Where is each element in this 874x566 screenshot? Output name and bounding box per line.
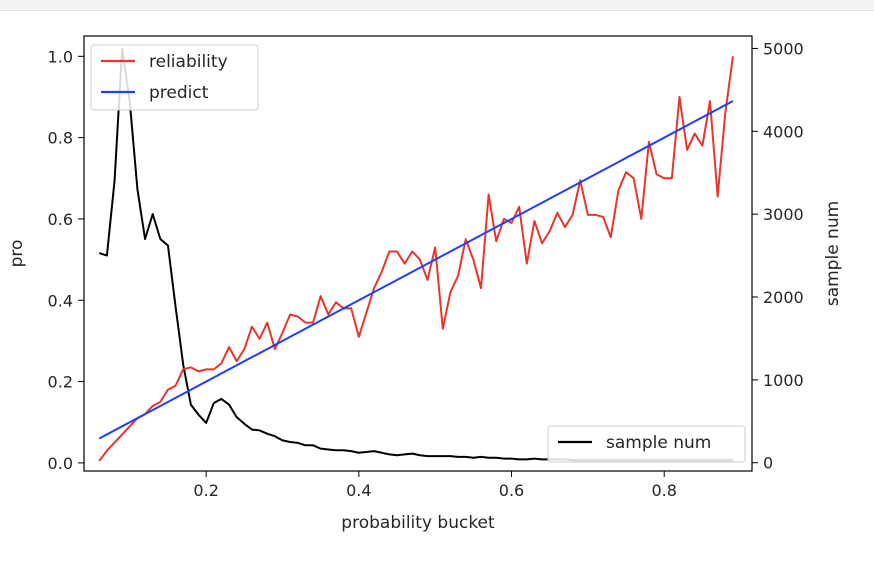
series-line-reliability <box>98 56 734 462</box>
y2-tick-label: 0 <box>763 454 773 473</box>
y2-tick-label: 5000 <box>763 39 804 58</box>
notebook-top-bar <box>0 0 874 11</box>
y-tick-label: 0.8 <box>48 129 73 148</box>
y2-tick-label: 3000 <box>763 205 804 224</box>
y2-axis-label: sample num <box>823 201 843 306</box>
legend-secondary: sample num <box>547 425 746 463</box>
y2-tick-label: 1000 <box>763 371 804 390</box>
plot-frame <box>83 35 753 472</box>
legend-entry: reliability <box>149 52 228 72</box>
y2-tick-label: 2000 <box>763 288 804 307</box>
y2-tick-label: 4000 <box>763 122 804 141</box>
ticks-layer: 0.2 0.4 0.6 0.8 0.0 0.2 0.4 0.6 0.8 1.0 0 1000 2000 3… <box>48 39 804 500</box>
legend-entry: sample num <box>606 433 711 453</box>
legend-box <box>547 425 746 463</box>
y-tick-label: 0.0 <box>48 454 73 473</box>
y-tick-label: 1.0 <box>48 47 73 66</box>
x-axis-label: probability bucket <box>341 513 495 533</box>
y-tick-label: 0.4 <box>48 291 73 310</box>
y-tick-label: 0.2 <box>48 373 73 392</box>
x-tick-label: 0.4 <box>346 481 371 500</box>
series-line-predict <box>98 100 734 440</box>
x-tick-label: 0.2 <box>193 481 218 500</box>
x-tick-label: 0.6 <box>499 481 524 500</box>
x-tick-label: 0.8 <box>651 481 676 500</box>
legend-primary: reliability predict <box>90 44 259 111</box>
y-axis-label: pro <box>7 240 27 268</box>
y-tick-label: 0.6 <box>48 210 73 229</box>
legend-entry: predict <box>149 83 209 103</box>
